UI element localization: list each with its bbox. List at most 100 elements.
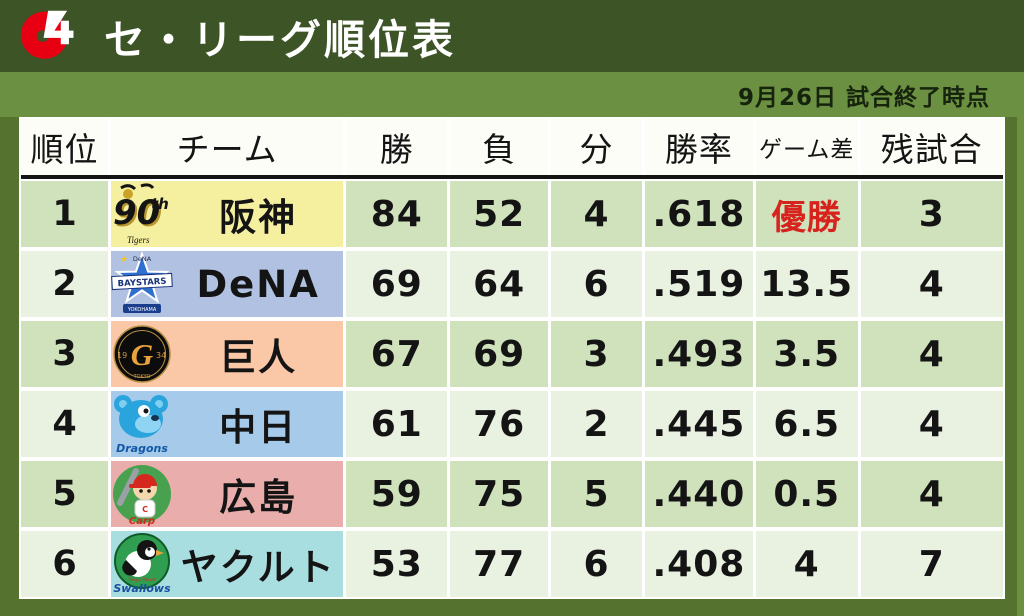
gamesbehind-cell: 13.5 <box>755 251 858 317</box>
losses-cell: 76 <box>450 391 549 457</box>
svg-text:C: C <box>142 505 148 514</box>
yakult-swallows-logo-icon: Tokyo Yakult Swallows <box>111 531 173 597</box>
wins-cell: 59 <box>346 461 448 527</box>
team-name: ヤクルト <box>180 546 336 589</box>
page-title: セ・リーグ順位表 <box>104 16 456 64</box>
table-row-giants: 3 19 34 G TOKYO 巨人 67 <box>21 321 1003 387</box>
gamesbehind-cell: 3.5 <box>755 321 858 387</box>
remaining-cell: 4 <box>860 321 1003 387</box>
team-name: DeNA <box>196 262 320 306</box>
date-note: 9月26日 試合終了時点 <box>737 84 990 111</box>
table-row-hiroshima: 5 C Carp <box>21 461 1003 527</box>
gamesbehind-cell: 0.5 <box>755 461 858 527</box>
winpct-cell: .408 <box>645 531 753 597</box>
column-header-gamesbehind: ゲーム差 <box>755 119 858 175</box>
rank-cell: 5 <box>21 461 108 527</box>
team-cell: ★ DeNA BAYSTARS YOKOHAMA DeNA <box>111 251 344 317</box>
table-header-row: 順位 チーム 勝 負 分 勝率 ゲーム差 残試合 <box>21 119 1003 179</box>
svg-text:★: ★ <box>120 255 128 265</box>
svg-text:TOKYO: TOKYO <box>133 374 151 380</box>
gamesbehind-cell: 6.5 <box>755 391 858 457</box>
svg-text:90: 90 <box>113 193 160 233</box>
svg-text:19: 19 <box>117 351 127 360</box>
table-row-chunichi: 4 Dragons <box>21 391 1003 457</box>
dena-baystars-logo-icon: ★ DeNA BAYSTARS YOKOHAMA <box>111 251 173 317</box>
svg-text:Swallows: Swallows <box>113 582 171 595</box>
svg-text:Carp: Carp <box>129 516 155 527</box>
losses-cell: 69 <box>450 321 549 387</box>
chunichi-dragons-logo-icon: Dragons <box>111 391 173 457</box>
losses-cell: 75 <box>450 461 549 527</box>
column-header-team: チーム <box>111 119 344 175</box>
team-cell: 90 90 th Tigers 阪神 <box>111 181 344 247</box>
draws-cell: 3 <box>551 321 643 387</box>
draws-cell: 6 <box>551 251 643 317</box>
column-header-wins: 勝 <box>346 119 448 175</box>
team-cell: 19 34 G TOKYO 巨人 <box>111 321 344 387</box>
wins-cell: 53 <box>346 531 448 597</box>
draws-cell: 2 <box>551 391 643 457</box>
svg-text:DeNA: DeNA <box>133 255 152 263</box>
team-cell: C Carp 広島 <box>111 461 344 527</box>
remaining-cell: 4 <box>860 461 1003 527</box>
hiroshima-carp-logo-icon: C Carp <box>111 461 173 527</box>
giants-logo-icon: 19 34 G TOKYO <box>111 321 173 387</box>
svg-text:34: 34 <box>156 351 166 360</box>
svg-text:G: G <box>131 337 154 372</box>
rank-cell: 4 <box>21 391 108 457</box>
winpct-cell: .440 <box>645 461 753 527</box>
svg-text:Tigers: Tigers <box>127 235 150 245</box>
standings-table: 順位 チーム 勝 負 分 勝率 ゲーム差 残試合 1 90 <box>19 117 1005 599</box>
table-row-hanshin: 1 90 90 th Tigers 阪神 <box>21 181 1003 247</box>
svg-text:Tokyo Yakult: Tokyo Yakult <box>127 577 155 583</box>
remaining-cell: 3 <box>860 181 1003 247</box>
team-cell: Tokyo Yakult Swallows ヤクルト <box>111 531 344 597</box>
wins-cell: 67 <box>346 321 448 387</box>
broadcaster-logo-icon <box>20 10 74 59</box>
title-bar: セ・リーグ順位表 <box>0 0 1024 72</box>
table-body: 1 90 90 th Tigers 阪神 <box>21 179 1003 597</box>
wins-cell: 69 <box>346 251 448 317</box>
winpct-cell: .445 <box>645 391 753 457</box>
winpct-cell: .519 <box>645 251 753 317</box>
draws-cell: 6 <box>551 531 643 597</box>
svg-text:90: 90 <box>115 195 162 235</box>
column-header-draws: 分 <box>551 119 643 175</box>
table-frame: 順位 チーム 勝 負 分 勝率 ゲーム差 残試合 1 90 <box>0 117 1024 616</box>
draws-cell: 5 <box>551 461 643 527</box>
team-name: 阪神 <box>219 196 298 239</box>
remaining-cell: 4 <box>860 251 1003 317</box>
gamesbehind-cell-champion: 優勝 <box>755 181 858 247</box>
svg-text:th: th <box>151 195 169 213</box>
table-row-dena: 2 ★ DeNA BAYSTARS YOKOHAMA <box>21 251 1003 317</box>
svg-text:YOKOHAMA: YOKOHAMA <box>127 307 157 313</box>
losses-cell: 52 <box>450 181 549 247</box>
date-band: 9月26日 試合終了時点 <box>0 72 1024 117</box>
column-header-rank: 順位 <box>21 119 108 175</box>
rank-cell: 6 <box>21 531 108 597</box>
losses-cell: 77 <box>450 531 549 597</box>
draws-cell: 4 <box>551 181 643 247</box>
gamesbehind-cell: 4 <box>755 531 858 597</box>
rank-cell: 1 <box>21 181 108 247</box>
wins-cell: 61 <box>346 391 448 457</box>
column-header-remaining: 残試合 <box>860 119 1003 175</box>
losses-cell: 64 <box>450 251 549 317</box>
winpct-cell: .493 <box>645 321 753 387</box>
hanshin-tigers-logo-icon: 90 90 th Tigers <box>111 181 173 247</box>
wins-cell: 84 <box>346 181 448 247</box>
svg-text:Dragons: Dragons <box>116 442 168 455</box>
remaining-cell: 7 <box>860 531 1003 597</box>
svg-text:BAYSTARS: BAYSTARS <box>117 277 166 290</box>
team-name: 広島 <box>219 476 298 519</box>
column-header-winpct: 勝率 <box>645 119 753 175</box>
table-row-yakult: 6 Tokyo Yakult Swallows <box>21 531 1003 597</box>
column-header-losses: 負 <box>450 119 549 175</box>
winpct-cell: .618 <box>645 181 753 247</box>
team-name: 中日 <box>219 406 298 449</box>
remaining-cell: 4 <box>860 391 1003 457</box>
team-cell: Dragons 中日 <box>111 391 344 457</box>
rank-cell: 2 <box>21 251 108 317</box>
team-name: 巨人 <box>219 336 298 379</box>
rank-cell: 3 <box>21 321 108 387</box>
